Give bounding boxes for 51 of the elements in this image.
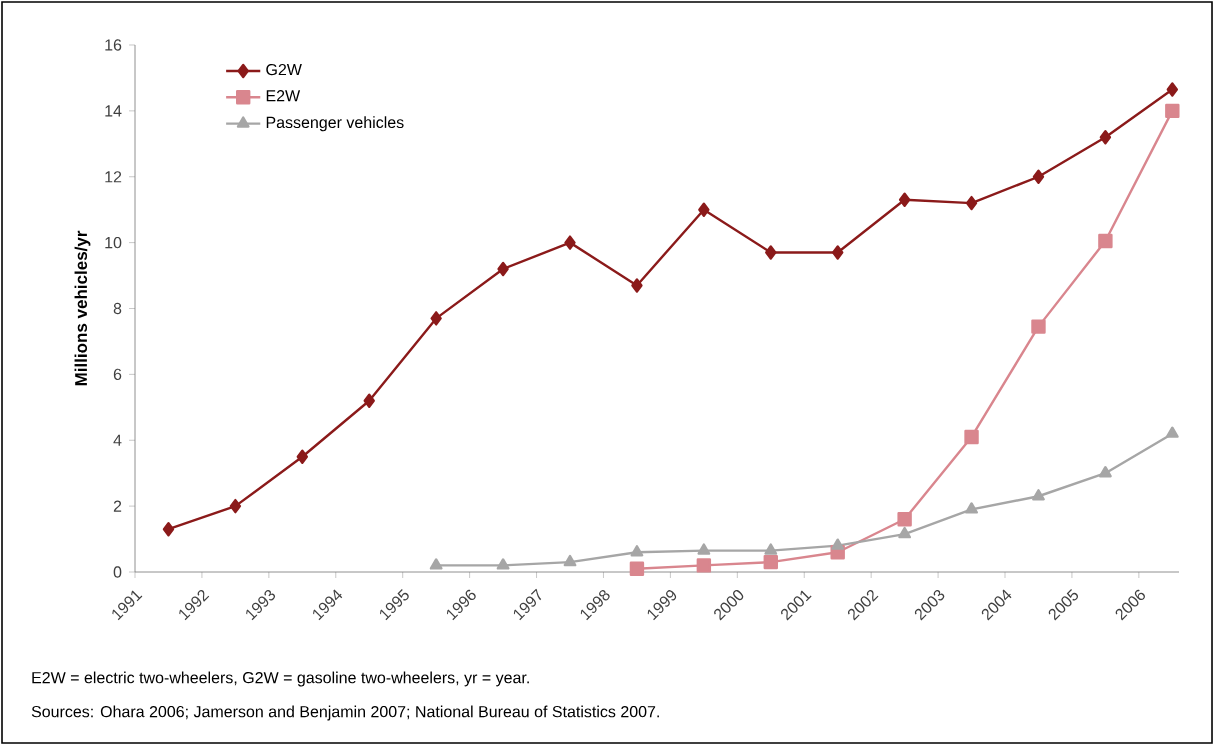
legend-label: G2W (266, 63, 302, 76)
point (1165, 103, 1180, 119)
y-tick-label: 8 (113, 302, 122, 315)
point (429, 558, 443, 570)
point (832, 245, 844, 260)
point (1032, 169, 1045, 184)
point (1166, 82, 1179, 97)
point (763, 554, 778, 570)
y-tick-label: 2 (113, 500, 122, 512)
y-tick-label: 16 (105, 39, 122, 51)
point (897, 512, 912, 527)
text: E2W = electric two-wheelers, G2W = gasoline two-wheelers, yr = year. (32, 671, 529, 687)
point (1032, 489, 1045, 501)
point (162, 521, 175, 537)
point (898, 192, 911, 208)
point (496, 558, 510, 570)
y-tick-label: 12 (105, 171, 122, 183)
point (629, 561, 645, 576)
y-tick-label: 14 (105, 105, 122, 117)
point (229, 498, 242, 514)
point (964, 429, 979, 445)
point (296, 449, 309, 464)
y-tick-label: 0 (113, 566, 122, 578)
point (765, 245, 777, 260)
point (1099, 465, 1112, 478)
point (363, 393, 375, 408)
point (898, 526, 912, 539)
y-tick-label: 6 (113, 368, 122, 381)
point (698, 202, 710, 217)
legend-label: Passenger vehicles (266, 116, 404, 132)
point (965, 502, 978, 514)
point (563, 554, 577, 567)
y-tick-label: 10 (105, 236, 122, 249)
y-tick-label: 4 (113, 434, 122, 446)
legend-label: E2W (266, 90, 301, 102)
point (965, 195, 978, 211)
y-axis-title: Millions vehicles/yr (74, 230, 91, 386)
point (564, 235, 576, 250)
point (1099, 130, 1112, 145)
point (764, 543, 778, 555)
point (1098, 233, 1113, 249)
point (497, 261, 509, 277)
point (631, 278, 643, 293)
point (1031, 319, 1046, 334)
point (697, 543, 711, 555)
point (1165, 426, 1179, 438)
point (696, 558, 712, 573)
point (630, 545, 644, 557)
point (430, 311, 442, 326)
source-note: Sources: Ohara 2006; Jamerson and Benjamin 2007; National Bureau of Statistics 2007. (31, 705, 659, 721)
point (831, 538, 845, 550)
